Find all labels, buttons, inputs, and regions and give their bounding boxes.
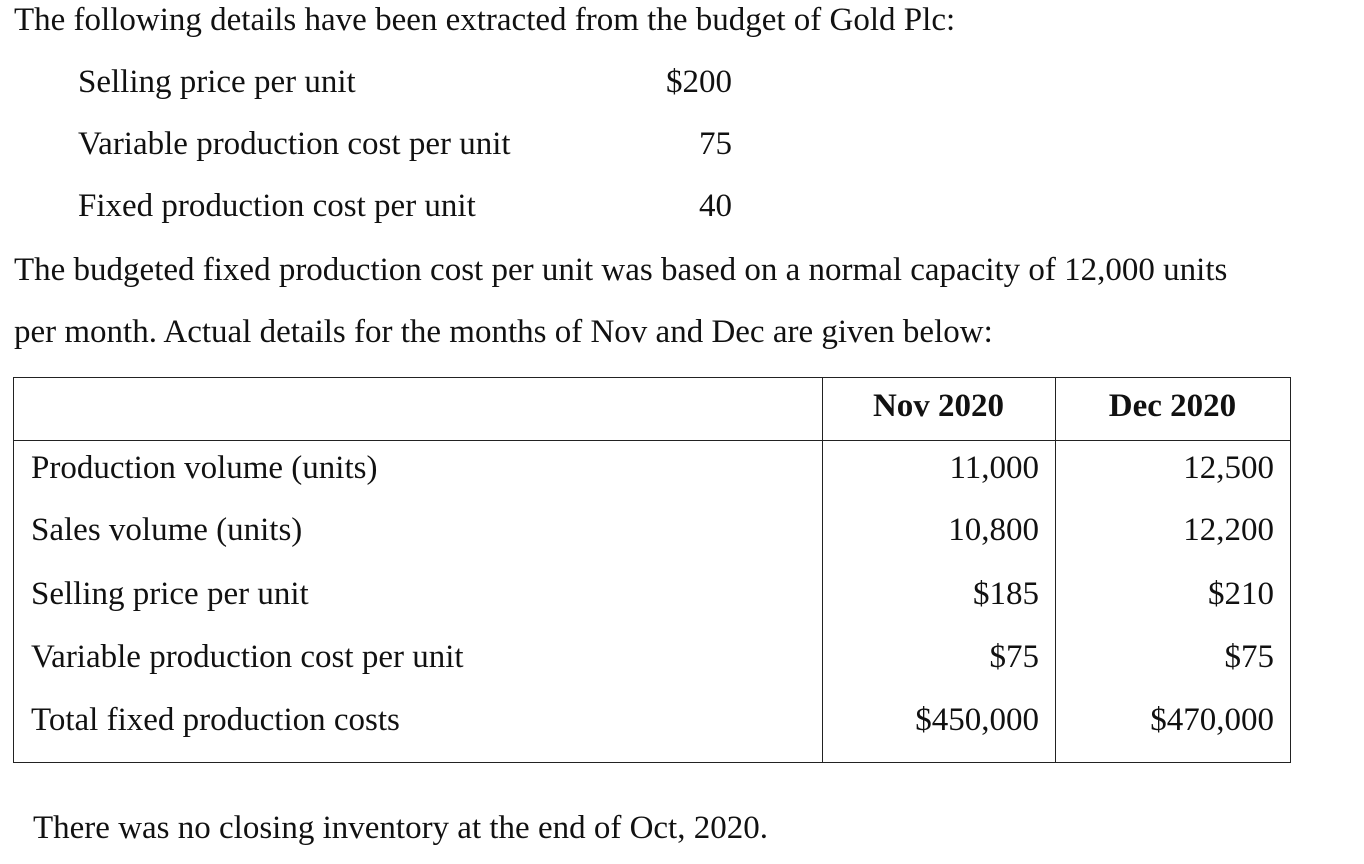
cell-dec: $210: [1208, 576, 1274, 612]
cell-dec: $75: [1224, 639, 1275, 675]
cell-nov: $450,000: [915, 702, 1039, 738]
budget-item-value: $200: [666, 64, 732, 100]
intro-text: The following details have been extracte…: [14, 2, 956, 38]
cell-nov: 11,000: [949, 450, 1039, 486]
actual-details-table: Nov 2020 Dec 2020 Production volume (uni…: [13, 377, 1291, 763]
row-label: Total fixed production costs: [31, 702, 400, 738]
budget-item-value: 40: [699, 188, 732, 224]
table-column-divider: [1055, 378, 1056, 762]
cell-nov: 10,800: [948, 512, 1039, 548]
column-header-nov: Nov 2020: [872, 388, 1005, 424]
budget-item-label: Selling price per unit: [78, 64, 356, 100]
row-label: Sales volume (units): [31, 512, 303, 548]
cell-dec: 12,500: [1183, 450, 1274, 486]
cell-dec: $470,000: [1150, 702, 1274, 738]
paragraph-line-1: The budgeted fixed production cost per u…: [14, 252, 1228, 288]
budget-item-label: Variable production cost per unit: [78, 126, 511, 162]
paragraph-line-2: per month. Actual details for the months…: [14, 314, 993, 350]
budget-item-label: Fixed production cost per unit: [78, 188, 476, 224]
column-header-dec: Dec 2020: [1108, 388, 1237, 424]
cell-nov: $75: [989, 639, 1040, 675]
cell-nov: $185: [973, 576, 1039, 612]
budget-item-value: 75: [699, 126, 732, 162]
row-label: Production volume (units): [31, 450, 378, 486]
row-label: Selling price per unit: [31, 576, 309, 612]
footer-note: There was no closing inventory at the en…: [33, 810, 768, 846]
table-column-divider: [822, 378, 823, 762]
table-header-row: Nov 2020 Dec 2020: [14, 378, 1290, 441]
cell-dec: 12,200: [1183, 512, 1274, 548]
row-label: Variable production cost per unit: [31, 639, 464, 675]
